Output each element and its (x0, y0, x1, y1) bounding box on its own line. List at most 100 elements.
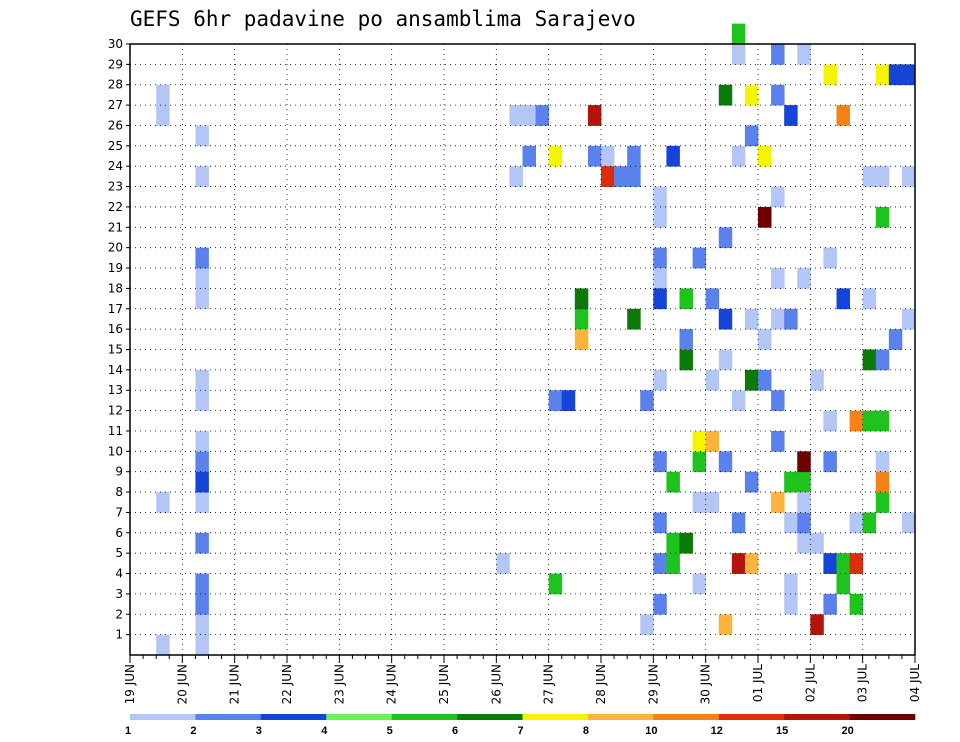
heatmap-cell (195, 166, 209, 187)
heatmap-cell (627, 166, 641, 187)
y-tick-label: 26 (108, 118, 123, 132)
heatmap-cell (666, 145, 680, 167)
heatmap-cells (156, 23, 916, 656)
y-tick-label: 18 (108, 281, 123, 295)
y-tick-label: 16 (108, 322, 123, 336)
heatmap-cell (771, 268, 785, 289)
colorbar-swatch (130, 714, 196, 720)
heatmap-cell (849, 512, 864, 534)
heatmap-cell (731, 44, 746, 65)
colorbar-label: 8 (583, 725, 589, 737)
heatmap-cell (797, 532, 811, 554)
heatmap-cell (692, 247, 707, 269)
heatmap-cell (666, 471, 680, 493)
colorbar-swatch (849, 714, 916, 720)
x-tick-label: 28 JUN (594, 664, 608, 704)
colorbar-label: 10 (645, 725, 657, 737)
heatmap-cell (195, 390, 209, 411)
heatmap-cell (823, 64, 837, 86)
heatmap-cell (810, 532, 824, 554)
heatmap-cell (862, 349, 877, 371)
heatmap-cell (718, 227, 733, 249)
heatmap-cell (758, 145, 772, 167)
heatmap-cell (849, 553, 864, 574)
heatmap-cell (771, 430, 785, 452)
heatmap-cell (653, 369, 667, 391)
y-tick-label: 8 (115, 485, 123, 499)
y-tick-label: 29 (108, 57, 123, 71)
heatmap-cell (744, 125, 759, 147)
colorbar-swatch (457, 714, 523, 720)
heatmap-cell (836, 573, 850, 595)
y-tick-label: 6 (115, 526, 123, 540)
y-tick-label: 27 (108, 98, 123, 112)
colorbar-label: 4 (321, 725, 328, 737)
heatmap-cell (653, 186, 667, 208)
colorbar-swatch (391, 714, 458, 720)
x-tick-label: 29 JUN (646, 664, 660, 704)
heatmap-cell (195, 471, 209, 493)
y-axis: 1234567891011121314151617181920212223242… (108, 37, 130, 642)
heatmap-cell (509, 105, 523, 126)
colorbar-swatch (260, 714, 327, 720)
x-tick-label: 20 JUN (175, 664, 189, 704)
heatmap-cell (758, 206, 772, 228)
heatmap-cell (601, 166, 615, 187)
heatmap-cell (731, 145, 746, 167)
heatmap-cell (705, 492, 720, 513)
heatmap-cell (509, 166, 523, 187)
heatmap-cell (195, 573, 209, 595)
heatmap-cell (614, 166, 628, 187)
heatmap-cell (195, 492, 209, 513)
heatmap-cell (849, 593, 864, 615)
heatmap-cell (797, 451, 811, 473)
heatmap-cell (901, 166, 916, 187)
heatmap-cell (731, 390, 746, 411)
x-tick-label: 30 JUN (699, 664, 713, 704)
heatmap-cell (195, 451, 209, 473)
heatmap-cell (823, 553, 837, 574)
heatmap-cell (901, 308, 916, 330)
heatmap-cell (587, 105, 602, 126)
heatmap-cell (771, 186, 785, 208)
heatmap-cell (901, 512, 916, 534)
y-tick-label: 7 (115, 505, 123, 519)
heatmap-cell (195, 125, 209, 147)
heatmap-cell (522, 105, 536, 126)
y-tick-label: 19 (108, 261, 123, 275)
heatmap-cell (653, 451, 667, 473)
colorbar-label: 1 (125, 725, 131, 737)
heatmap-cell (195, 430, 209, 452)
colorbar-label: 2 (190, 725, 196, 737)
grid (130, 44, 915, 655)
heatmap-cell (875, 166, 890, 187)
heatmap-cell (640, 390, 654, 411)
heatmap-cell (195, 532, 209, 554)
colorbar-label: 20 (841, 725, 853, 737)
heatmap-cell (823, 247, 837, 269)
y-tick-label: 4 (115, 567, 123, 581)
heatmap-cell (679, 532, 693, 554)
colorbar-swatch (326, 714, 392, 720)
colorbar-swatch (653, 714, 720, 720)
colorbar-swatch (195, 714, 262, 720)
heatmap-cell (195, 593, 209, 615)
y-tick-label: 12 (108, 404, 123, 418)
y-tick-label: 5 (115, 546, 123, 560)
x-tick-label: 01 JUL (751, 664, 765, 702)
y-tick-label: 22 (108, 200, 123, 214)
heatmap-cell (156, 105, 170, 126)
heatmap-cell (705, 288, 720, 310)
heatmap-cell (640, 614, 654, 636)
heatmap-cell (548, 390, 563, 411)
heatmap-cell (862, 512, 877, 534)
heatmap-cell (901, 64, 916, 86)
heatmap-cell (810, 369, 824, 391)
heatmap-cell (653, 288, 667, 310)
heatmap-cell (653, 593, 667, 615)
heatmap-cell (522, 145, 536, 167)
colorbar-label: 12 (711, 725, 723, 737)
heatmap-cell (875, 492, 890, 513)
y-tick-label: 30 (108, 37, 123, 51)
heatmap-cell (875, 64, 890, 86)
